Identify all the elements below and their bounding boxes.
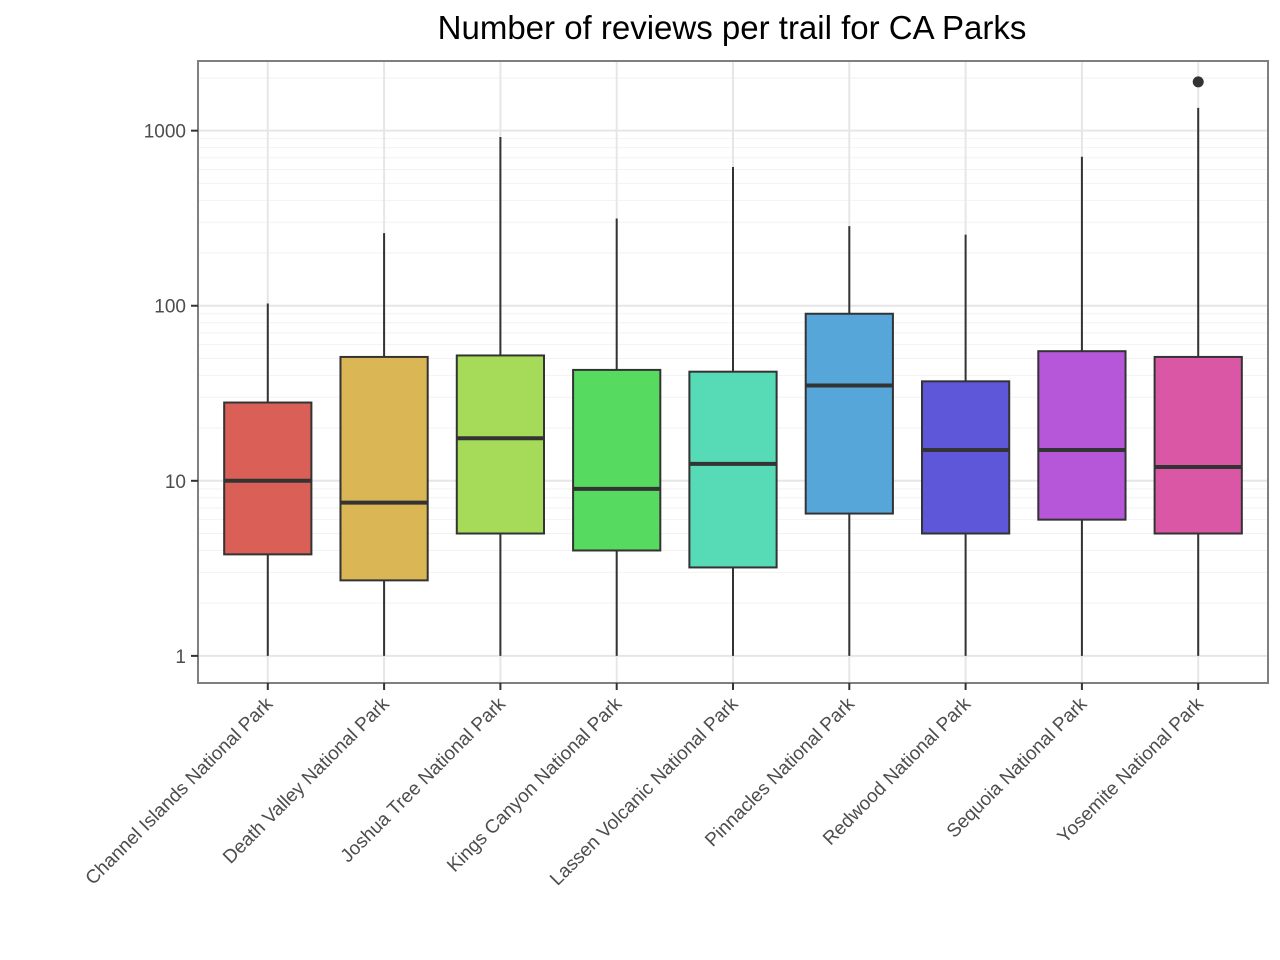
y-tick-label: 1 xyxy=(175,647,186,668)
box xyxy=(339,355,429,582)
box-group xyxy=(920,234,1011,656)
box xyxy=(572,368,662,552)
box xyxy=(688,370,778,569)
box xyxy=(455,354,546,535)
box-group xyxy=(1037,156,1127,656)
box-group xyxy=(688,167,778,656)
box-group xyxy=(223,303,313,656)
box xyxy=(1037,350,1127,521)
box xyxy=(1153,355,1243,535)
box xyxy=(920,380,1011,535)
box-group xyxy=(804,226,894,656)
y-tick-label: 10 xyxy=(165,472,186,493)
outlier-point xyxy=(1192,76,1204,88)
x-tick-label: Lassen Volcanic National Park xyxy=(546,693,743,890)
box xyxy=(804,312,894,515)
x-tick-label: Channel Islands National Park xyxy=(82,693,278,889)
box-group xyxy=(339,233,429,656)
y-axis: 1 10 100 1000 xyxy=(144,122,198,668)
y-tick-label: 1000 xyxy=(144,122,186,143)
box-group xyxy=(1153,76,1243,656)
chart-title: Number of reviews per trail for CA Parks xyxy=(438,9,1027,46)
y-tick-label: 100 xyxy=(154,297,186,318)
box xyxy=(223,401,313,556)
boxes xyxy=(223,76,1243,656)
box-group xyxy=(572,218,662,656)
box-group xyxy=(455,137,546,656)
